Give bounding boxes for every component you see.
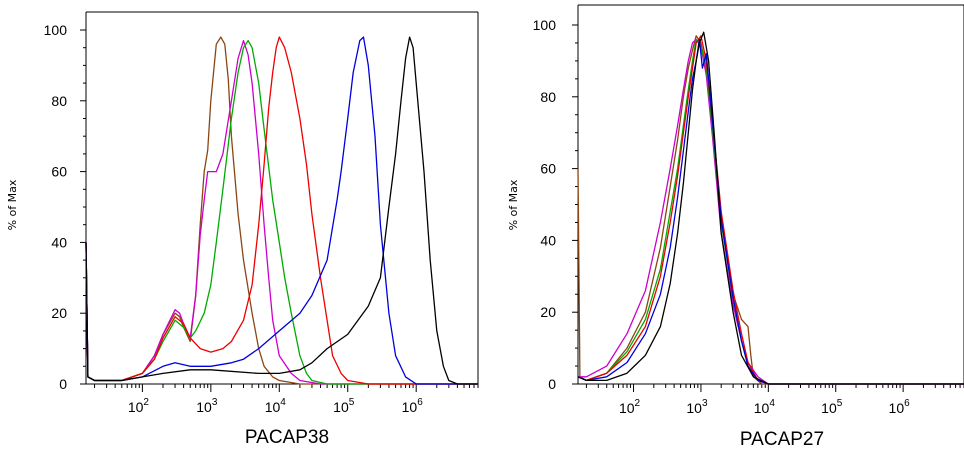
y-tick-label: 60	[540, 161, 556, 177]
chart-panel-1: 0 20 40 60 80 100 102 103 104 105 106 % of Max PACAP…	[6, 11, 479, 448]
series-line-4	[85, 36, 478, 385]
y-tick-label: 0	[59, 376, 67, 392]
x-tick-label: 106	[889, 398, 911, 416]
series-line-5	[85, 36, 478, 385]
series-line-5	[577, 38, 964, 385]
x-axis-title: PACAP27	[740, 429, 824, 450]
x-tick-label: 104	[754, 398, 776, 416]
y-tick-label: 100	[44, 22, 68, 38]
x-tick-label: 103	[686, 398, 708, 416]
series-line-2	[85, 39, 478, 385]
x-axis-title: PACAP38	[245, 427, 329, 448]
y-tick-label: 100	[533, 17, 557, 33]
series-line-3	[85, 39, 478, 385]
y-axis-label: % of Max	[507, 179, 520, 230]
y-tick-label: 40	[51, 234, 67, 250]
x-tick-label: 103	[196, 397, 218, 415]
y-tick-label: 80	[51, 93, 67, 109]
x-tick-label: 104	[265, 397, 287, 415]
y-tick-label: 20	[540, 304, 556, 320]
series-line-1	[577, 35, 964, 385]
chart-panel-2: 0 20 40 60 80 100 102 103 104 105 106 % of Max PACAP…	[507, 4, 964, 450]
y-tick-label: 20	[51, 305, 67, 321]
y-tick-label: 80	[540, 89, 556, 105]
series-line-2	[578, 38, 964, 385]
series-line-6	[577, 31, 964, 385]
x-tick-label: 102	[619, 398, 641, 416]
x-tick-label: 102	[128, 397, 150, 415]
y-axis-label: % of Max	[6, 179, 19, 230]
series-line-6	[85, 36, 478, 385]
series-line-1	[85, 36, 478, 385]
series-line-3	[577, 38, 964, 385]
y-tick-label: 60	[51, 164, 67, 180]
x-tick-label: 106	[402, 397, 424, 415]
x-tick-label: 105	[333, 397, 355, 415]
y-tick-label: 0	[548, 376, 556, 392]
y-tick-label: 40	[540, 232, 556, 248]
series-line-4	[577, 35, 964, 385]
x-tick-label: 105	[821, 398, 843, 416]
